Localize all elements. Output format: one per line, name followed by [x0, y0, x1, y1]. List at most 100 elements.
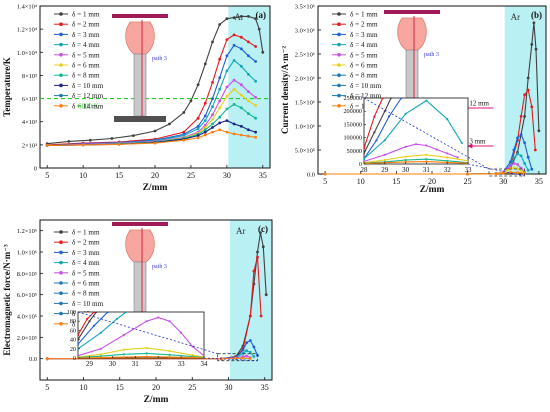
c-series-point-0-8 [261, 245, 265, 249]
x-tick-label-c-3: 20 [152, 383, 160, 392]
b-series-point-6-2 [494, 172, 498, 176]
a-series-point-0-6 [168, 122, 171, 126]
a-series-point-4-7 [211, 113, 214, 117]
legend-entry-a-1: δ = 2 mm [72, 21, 100, 29]
b-inset-series-point-3-4 [446, 118, 449, 121]
a-series-point-5-9 [225, 94, 229, 98]
inset-y-tick-b-5: 250000 [343, 95, 362, 102]
panel-label-a: (a) [256, 10, 267, 20]
b-series-point-0-8 [530, 43, 534, 46]
a-series-point-1-4 [182, 130, 186, 134]
x-tick-label-b-0: 5 [323, 177, 327, 186]
x-axis-label-b: Z/mm [420, 185, 445, 195]
b-inset-series-point-4-1 [383, 153, 386, 156]
y-tick-label-a-7: 1.4×10⁴ [17, 4, 38, 11]
inset-y-tick-c-4: 80 [70, 318, 76, 325]
inset-x-tick-c-2: 31 [132, 360, 140, 368]
b-inset-series-point-5-5 [466, 159, 468, 162]
legend-entry-a-8: δ = 12 mm [72, 92, 104, 100]
a-series-point-6-7 [211, 122, 214, 126]
y-tick-label-c-1: 2.0×10⁵ [17, 335, 37, 342]
b-series-point-1-9 [530, 105, 534, 109]
c-inset-series-point-4-3 [145, 320, 148, 323]
c-series-point-2-4 [245, 341, 249, 345]
legend-entry-c-0: δ = 1 mm [72, 229, 100, 237]
b-inset-series-point-3-5 [460, 141, 463, 144]
y-tick-label-c-0: 0.0 [29, 356, 37, 363]
b-series-point-0-10 [534, 47, 538, 51]
legend-entry-a-2: δ = 3 mm [72, 31, 100, 39]
x-tick-label-a-2: 15 [115, 171, 123, 180]
c-inset-series-point-5-1 [99, 353, 102, 356]
b-inset-series-line-3 [364, 99, 463, 160]
b-inset-series-point-7-2 [404, 160, 407, 163]
y-tick-label-b-2: 1.0×10⁶ [295, 124, 315, 131]
x-tick-label-b-2: 15 [392, 177, 400, 186]
arc-flame-icon-b [397, 17, 427, 51]
b-series-point-2-4 [509, 160, 512, 164]
a-series-point-8-9 [225, 130, 229, 134]
c-inset-series-point-5-3 [145, 346, 148, 349]
legend-entry-a-7: δ = 10 mm [72, 82, 104, 90]
y-tick-label-a-1: 2×10³ [22, 142, 37, 149]
a-series-point-0-14 [232, 16, 236, 19]
y-tick-label-c-6: 1.2×10⁶ [17, 228, 37, 235]
panel-label-c: (c) [258, 224, 268, 234]
b-inset-series-point-2-1 [375, 139, 378, 142]
b-inset-series-point-6-2 [404, 158, 407, 162]
a-series-point-6-10 [232, 103, 236, 106]
y-tick-label-a-6: 1.2×10⁴ [17, 27, 38, 34]
a-series-point-3-6 [203, 119, 207, 122]
c-series-point-5-0 [45, 357, 49, 361]
y-tick-label-b-7: 3.5×10⁶ [295, 4, 315, 11]
b-series-point-5-7 [516, 167, 519, 171]
c-series-point-5-4 [248, 357, 252, 360]
b-series-point-6-5 [516, 171, 519, 175]
c-inset-series-point-7-2 [122, 356, 125, 358]
a-series-point-1-10 [232, 33, 236, 37]
b-inset-series-point-3-1 [383, 139, 386, 142]
a-series-point-6-13 [254, 116, 257, 120]
a-series-point-7-6 [203, 130, 207, 134]
a-series-point-8-12 [247, 134, 250, 138]
a-series-point-6-6 [203, 128, 207, 132]
a-series-line-4 [47, 79, 256, 146]
x-tick-label-b-4: 25 [464, 177, 472, 186]
a-series-point-8-10 [232, 132, 236, 136]
a-series-point-0-4 [132, 134, 135, 138]
b-inset-series-point-6-3 [425, 158, 428, 161]
c-inset-series-point-6-2 [122, 353, 125, 356]
c-inset-series-point-1-2 [92, 312, 96, 314]
c-inset-series-line-3 [78, 312, 127, 350]
inset-plot-c: 29 30 31 32 33 34 0 20 40 60 80 100 [67, 309, 258, 368]
x-tick-label-a-1: 10 [79, 171, 87, 180]
b-series-point-5-6 [512, 166, 516, 170]
legend-entry-b-3: δ = 4 mm [350, 41, 378, 49]
y-tick-label-b-1: 5.0×10⁵ [295, 148, 315, 155]
inset-x-tick-c-0: 29 [86, 360, 94, 368]
c-inset-series-point-3-3 [125, 312, 128, 314]
b-inset-series-line-5 [364, 154, 468, 164]
legend-entry-a-5: δ = 6 mm [72, 62, 100, 70]
legend-entry-c-3: δ = 4 mm [72, 259, 100, 267]
b-inset-series-point-3-2 [404, 112, 407, 115]
b-inset-series-point-5-3 [425, 153, 428, 156]
a-series-point-2-10 [232, 43, 236, 47]
legend-entry-c-7: δ = 10 mm [72, 300, 104, 308]
c-inset-series-point-1-1 [86, 317, 89, 320]
a-series-point-0-9 [196, 83, 200, 87]
a-series-point-6-11 [239, 106, 243, 110]
chart-panel-b: Ar 5 10 15 20 25 30 35 0.0 5.0×10⁵ 1.0×10⁶ 1.5×10⁶ 2… [280, 4, 547, 195]
x-tick-label-b-5: 30 [499, 177, 507, 186]
a-series-point-7-5 [196, 134, 200, 138]
a-series-point-3-13 [254, 79, 257, 83]
b-inset-series-point-4-5 [435, 148, 438, 151]
b-series-point-2-8 [523, 141, 526, 145]
b-series-point-0-7 [526, 76, 530, 80]
c-series-point-2-5 [248, 339, 252, 342]
a-series-point-2-5 [196, 124, 200, 128]
a-series-point-0-19 [261, 50, 265, 54]
a-series-point-2-9 [225, 54, 229, 58]
b-inset-series-point-1-2 [381, 98, 384, 100]
